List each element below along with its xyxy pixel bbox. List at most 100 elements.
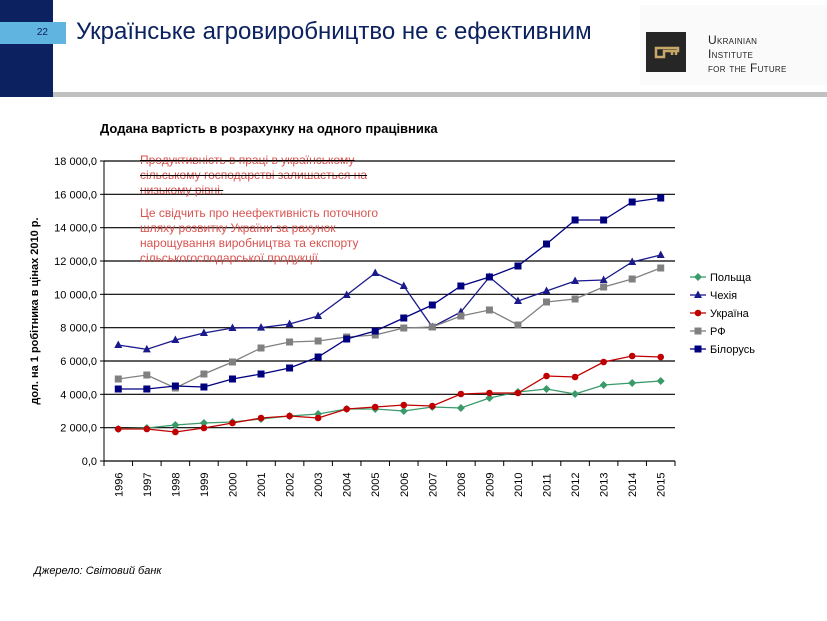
data-point xyxy=(457,312,465,320)
annotation-note: Продуктивність в праці в українському сі… xyxy=(140,153,410,274)
data-point xyxy=(314,311,323,319)
data-point xyxy=(199,419,208,427)
x-tick-label: 2001 xyxy=(256,473,268,497)
data-point xyxy=(286,364,294,372)
y-tick-label: 14 000,0 xyxy=(54,223,97,235)
x-tick-label: 2002 xyxy=(285,473,297,497)
logo: Ukrainian Institute for the Future xyxy=(640,5,827,85)
logo-line: Ukrainian xyxy=(708,33,758,47)
logo-text: Ukrainian Institute for the Future xyxy=(708,33,787,75)
legend-label: Польща xyxy=(710,272,752,284)
data-point xyxy=(371,331,379,339)
data-point xyxy=(628,198,636,206)
data-point xyxy=(486,389,493,397)
legend-marker xyxy=(694,345,702,353)
data-point xyxy=(571,390,580,398)
data-point xyxy=(114,425,122,433)
data-point xyxy=(371,403,379,411)
x-tick-label: 2004 xyxy=(342,473,354,497)
data-point xyxy=(428,323,436,331)
data-point xyxy=(542,286,551,294)
data-point xyxy=(228,358,236,366)
data-point xyxy=(457,390,465,398)
data-point xyxy=(171,382,179,390)
y-tick-label: 6 000,0 xyxy=(60,356,97,368)
header-divider xyxy=(53,92,827,97)
data-point xyxy=(114,375,122,383)
legend-marker xyxy=(694,327,702,335)
page-title: Українське агровиробництво не є ефективн… xyxy=(76,18,592,45)
y-tick-label: 10 000,0 xyxy=(54,289,97,301)
data-point xyxy=(257,323,266,331)
data-point xyxy=(143,425,151,433)
y-tick-label: 4 000,0 xyxy=(60,389,97,401)
y-tick-label: 2 000,0 xyxy=(60,423,97,435)
data-point xyxy=(513,296,522,304)
data-point xyxy=(257,414,265,422)
x-tick-label: 2009 xyxy=(484,473,496,497)
data-point xyxy=(143,371,151,379)
note-paragraph: Продуктивність в праці в українському сі… xyxy=(140,153,368,197)
data-point xyxy=(399,407,408,415)
data-point xyxy=(343,405,350,413)
y-tick-label: 12 000,0 xyxy=(54,256,97,268)
series-line-4 xyxy=(118,197,661,390)
x-tick-label: 2015 xyxy=(656,473,668,497)
data-point xyxy=(200,383,208,391)
data-point xyxy=(171,421,180,429)
data-point xyxy=(200,424,208,432)
logo-line: Institute xyxy=(708,47,754,61)
legend-label: Україна xyxy=(710,308,750,320)
series-line-0 xyxy=(118,380,661,430)
data-point xyxy=(228,323,237,331)
data-point xyxy=(399,281,408,289)
data-point xyxy=(599,275,608,283)
data-point xyxy=(571,295,579,303)
x-tick-label: 2010 xyxy=(513,473,525,497)
series-line-3 xyxy=(118,267,661,389)
data-point xyxy=(400,324,408,332)
data-point xyxy=(314,337,322,345)
series-line-1 xyxy=(118,254,661,350)
header-sidebar-bar xyxy=(0,0,53,97)
x-tick-label: 1997 xyxy=(142,473,154,497)
data-point xyxy=(142,344,151,353)
y-tick-label: 18 000,0 xyxy=(54,156,97,168)
data-point xyxy=(543,372,550,380)
data-point xyxy=(657,264,665,272)
x-tick-label: 2007 xyxy=(427,473,439,497)
x-tick-label: 2012 xyxy=(570,473,582,497)
legend-marker xyxy=(694,309,702,317)
data-point xyxy=(171,335,180,343)
legend-label: Чехія xyxy=(710,290,737,302)
logo-line: for the Future xyxy=(708,61,787,75)
page-number: 22 xyxy=(0,22,66,44)
data-point xyxy=(343,335,351,343)
x-tick-label: 2005 xyxy=(370,473,382,497)
data-point xyxy=(628,275,636,283)
data-point xyxy=(543,298,551,306)
note-paragraph: Це свідчить про неефективність поточного… xyxy=(140,206,379,265)
data-point xyxy=(342,290,351,298)
x-tick-label: 2008 xyxy=(456,473,468,497)
data-point xyxy=(314,414,322,422)
data-point xyxy=(514,262,522,270)
x-tick-label: 2014 xyxy=(627,473,639,497)
series-line-2 xyxy=(118,355,661,433)
legend-marker xyxy=(694,273,702,281)
x-tick-label: 2003 xyxy=(313,473,325,497)
data-point xyxy=(600,283,608,291)
data-point xyxy=(542,385,551,393)
data-point xyxy=(286,338,294,346)
data-point xyxy=(571,373,579,381)
data-point xyxy=(114,385,122,393)
data-point xyxy=(429,402,436,410)
data-point xyxy=(172,428,179,436)
data-point xyxy=(143,385,151,393)
data-point xyxy=(600,216,608,224)
legend-marker xyxy=(694,290,702,298)
data-point xyxy=(514,389,522,397)
data-point xyxy=(657,353,665,361)
y-tick-label: 16 000,0 xyxy=(54,189,97,201)
